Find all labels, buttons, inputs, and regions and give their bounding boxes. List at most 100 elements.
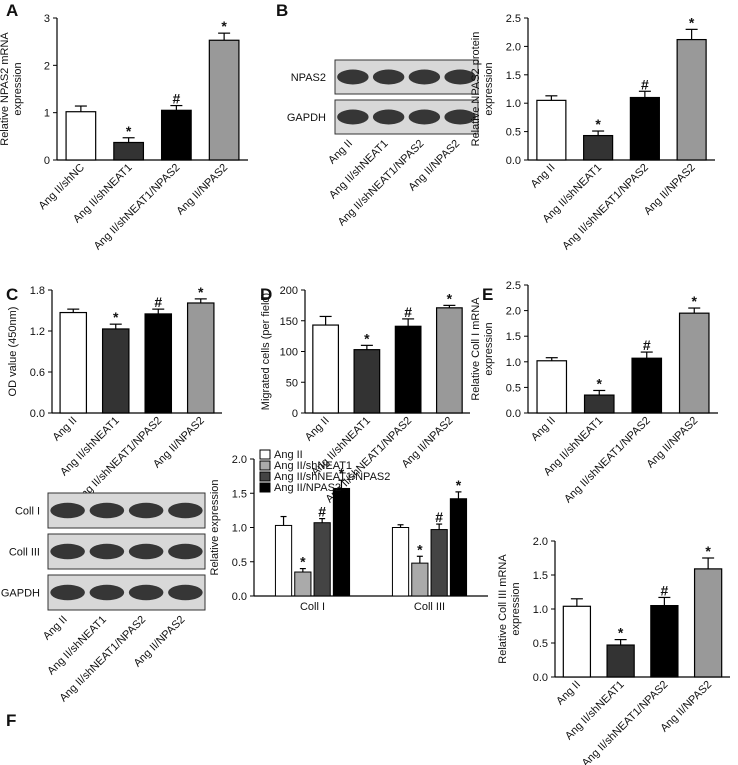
y-tick-label: 0.5: [506, 382, 521, 394]
panel-letter: E: [482, 285, 493, 304]
y-tick-label: 1: [44, 108, 50, 120]
blot-band: [89, 502, 125, 519]
significance-mark: #: [641, 76, 649, 92]
bar: [536, 360, 568, 414]
blot-band: [372, 109, 405, 125]
x-tick-label: Ang II/shNEAT1/NPAS2: [580, 679, 671, 765]
y-axis-label: expression: [483, 322, 495, 375]
y-axis-label: expression: [483, 62, 495, 115]
y-tick-label: 2.5: [506, 280, 521, 292]
blot-band: [128, 543, 164, 560]
y-tick-label: 0.0: [506, 408, 521, 420]
y-axis-label: expression: [510, 582, 522, 635]
y-tick-label: 50: [286, 377, 298, 389]
y-tick-label: 0.5: [232, 557, 247, 569]
blot-band: [337, 109, 369, 125]
bar: [144, 313, 173, 414]
legend-label: Ang II: [274, 449, 303, 461]
y-tick-label: 1.2: [30, 326, 45, 338]
bar: [678, 312, 710, 414]
bar: [353, 349, 381, 414]
y-tick-label: 0.0: [30, 408, 45, 420]
blot-band: [89, 584, 125, 601]
blot-row-label: Coll I: [15, 506, 40, 518]
y-tick-label: 1.5: [506, 331, 521, 343]
blot-lane-label: Ang II: [41, 614, 70, 643]
y-tick-label: 0.6: [30, 367, 45, 379]
panel-letter: C: [6, 285, 18, 304]
bar: [186, 302, 215, 414]
bar: [160, 109, 192, 161]
blot-row-label: GAPDH: [287, 112, 326, 124]
x-tick-label: Ang II/NPAS2: [174, 162, 230, 218]
bar: [294, 571, 312, 597]
blot-lane-label: Ang II: [326, 138, 355, 167]
y-tick-label: 1.0: [533, 604, 548, 616]
bar: [65, 111, 97, 161]
significance-mark: *: [221, 18, 227, 34]
bar: [312, 324, 340, 414]
bar: [536, 99, 567, 161]
y-tick-label: 1.5: [506, 70, 521, 82]
blot-band: [337, 69, 369, 85]
significance-mark: #: [435, 509, 443, 525]
x-tick-label: Coll III: [414, 601, 445, 613]
blot-band: [408, 69, 441, 85]
y-tick-label: 1.0: [232, 523, 247, 535]
blot-band: [128, 502, 164, 519]
bar: [208, 39, 240, 161]
bar: [59, 311, 88, 414]
y-tick-label: 0: [292, 408, 298, 420]
legend-label: Ang II/NPAS2: [274, 482, 341, 494]
x-tick-label: Ang II: [529, 415, 558, 444]
y-axis-label: Migrated cells (per field): [260, 293, 272, 410]
x-tick-label: Ang II/NPAS2: [644, 415, 700, 471]
significance-mark: *: [417, 541, 423, 557]
y-tick-label: 1.5: [232, 488, 247, 500]
blot-band: [168, 584, 203, 601]
bar: [313, 522, 331, 597]
y-tick-label: 1.8: [30, 285, 45, 297]
blot-row-label: Coll III: [9, 547, 40, 559]
blot-band: [408, 109, 441, 125]
legend-label: Ang II/shNEAT1: [274, 460, 352, 472]
legend-label: Ang II/shNEAT1/NPAS2: [274, 471, 390, 483]
bar: [650, 604, 679, 678]
x-tick-label: Ang II: [51, 415, 80, 444]
x-tick-label: Ang II/shNEAT1/NPAS2: [562, 415, 653, 506]
bar: [394, 325, 422, 414]
significance-mark: *: [692, 293, 698, 309]
legend-swatch: [259, 460, 271, 471]
significance-mark: *: [364, 330, 370, 346]
y-tick-label: 2.0: [533, 536, 548, 548]
y-tick-label: 0.5: [506, 127, 521, 139]
legend-swatch: [259, 449, 271, 460]
blot-band: [444, 69, 476, 85]
bar: [606, 644, 635, 678]
x-tick-label: Coll I: [300, 601, 325, 613]
significance-mark: *: [618, 625, 624, 641]
bar: [449, 498, 468, 597]
y-tick-label: 1.0: [506, 98, 521, 110]
x-tick-label: Ang II/shNEAT1/NPAS2: [74, 415, 165, 506]
x-tick-label: Ang II/shNEAT1/NPAS2: [560, 162, 651, 253]
x-tick-label: Ang II: [529, 162, 558, 191]
bar: [391, 527, 410, 597]
y-axis-label: Relative NPAS2 protein: [470, 32, 482, 147]
y-axis-label: OD value (450nm): [7, 307, 19, 397]
blot-band: [50, 543, 85, 560]
blot-band: [50, 584, 85, 601]
y-tick-label: 0.5: [533, 638, 548, 650]
bar: [430, 529, 448, 597]
panel-letter: F: [6, 711, 16, 730]
y-axis-label: Relative expression: [209, 480, 221, 576]
blot-band: [50, 502, 85, 519]
blot-band: [168, 543, 203, 560]
blot-band: [128, 584, 164, 601]
legend-swatch: [259, 471, 271, 482]
blot-band: [89, 543, 125, 560]
significance-mark: *: [456, 477, 462, 493]
bar: [629, 96, 660, 161]
significance-mark: #: [643, 337, 651, 353]
